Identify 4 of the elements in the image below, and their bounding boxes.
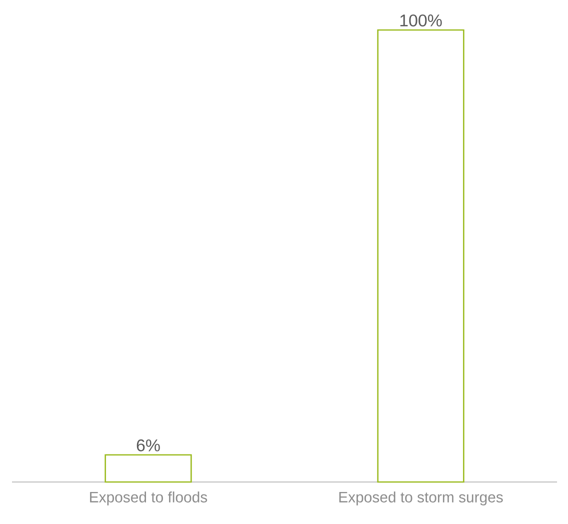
data-label: 6% <box>136 439 160 452</box>
x-tick-label: Exposed to storm surges <box>339 491 503 506</box>
data-label: 100% <box>400 14 442 26</box>
x-tick-label: Exposed to floods <box>90 491 208 506</box>
